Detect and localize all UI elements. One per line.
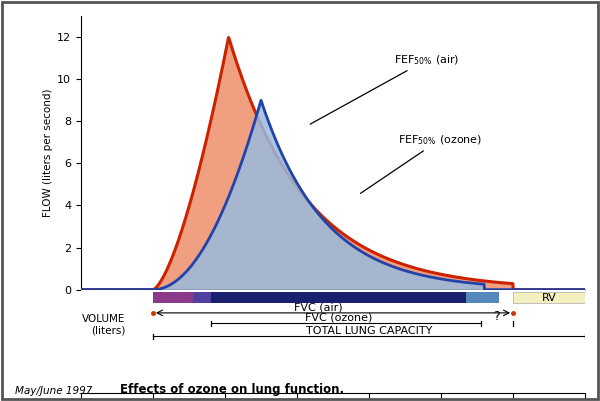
Bar: [513, 292, 585, 304]
Text: FEF$_{50\%}$ (air): FEF$_{50\%}$ (air): [310, 53, 460, 124]
Text: FVC (ozone): FVC (ozone): [305, 313, 372, 323]
Y-axis label: FLOW (liters per second): FLOW (liters per second): [43, 89, 53, 217]
Text: VOLUME
(liters): VOLUME (liters): [82, 314, 125, 335]
Text: TOTAL LUNG CAPACITY: TOTAL LUNG CAPACITY: [306, 326, 432, 336]
Text: FVC (air): FVC (air): [294, 302, 343, 312]
Bar: [193, 292, 211, 304]
Text: May/June 1997: May/June 1997: [15, 386, 92, 396]
Bar: [153, 292, 193, 304]
Bar: [466, 292, 499, 304]
Text: RV: RV: [542, 293, 556, 303]
Text: Effects of ozone on lung function.: Effects of ozone on lung function.: [120, 383, 344, 396]
Bar: [211, 292, 466, 304]
Text: ?: ?: [493, 310, 500, 323]
Text: FEF$_{50\%}$ (ozone): FEF$_{50\%}$ (ozone): [361, 133, 482, 193]
